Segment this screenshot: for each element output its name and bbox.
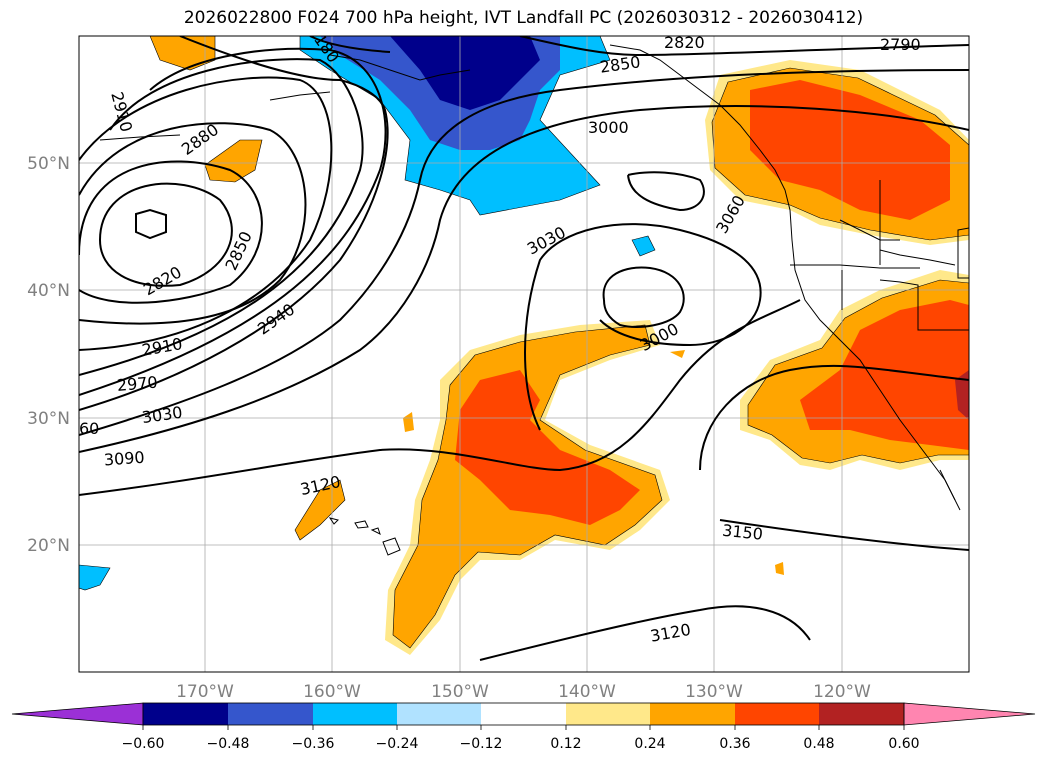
pos-region-se-dark bbox=[955, 370, 969, 420]
contour-label: 3090 bbox=[103, 448, 145, 470]
colorbar-tick-label: 0.24 bbox=[634, 736, 665, 752]
colorbar-cell bbox=[650, 703, 735, 725]
pos-region-nw-blob2 bbox=[204, 139, 263, 183]
colorbar-cell bbox=[735, 703, 819, 725]
lat-tick-label: 20°N bbox=[27, 536, 70, 556]
colorbar-extend-high bbox=[903, 702, 1036, 726]
plot-frame bbox=[78, 35, 970, 673]
pos-region-mid-island bbox=[294, 479, 346, 541]
lat-tick-label: 40°N bbox=[27, 281, 70, 301]
contour-label: 2910 bbox=[140, 334, 183, 360]
contour-label: 60 bbox=[79, 419, 99, 438]
lat-tick-label: 30°N bbox=[27, 409, 70, 429]
colorbar-tick-label: 0.12 bbox=[550, 736, 581, 752]
contour-label: 3030 bbox=[141, 403, 184, 427]
contour-label: 3000 bbox=[588, 118, 629, 137]
neg-region-small bbox=[631, 235, 656, 257]
coastlines bbox=[99, 44, 969, 511]
lon-tick-label: 120°W bbox=[813, 682, 871, 702]
colorbar-cell bbox=[228, 703, 313, 725]
pos-region-small2 bbox=[670, 350, 685, 358]
colorbar-cell bbox=[566, 703, 650, 725]
longitude-labels: 170°W 160°W 150°W 140°W 130°W 120°W bbox=[176, 682, 871, 702]
pos-region-central-red bbox=[455, 370, 640, 525]
contour-label: 2970 bbox=[116, 372, 158, 394]
contour-label: 2790 bbox=[880, 35, 921, 54]
contour-label: 2820 bbox=[140, 262, 185, 299]
lon-tick-label: 160°W bbox=[303, 682, 361, 702]
colorbar-cell bbox=[143, 703, 228, 725]
contour-label: 3120 bbox=[649, 620, 692, 646]
height-contours bbox=[79, 36, 969, 661]
contour-label: 3060 bbox=[712, 192, 749, 237]
colorbar-cell bbox=[397, 703, 481, 725]
colorbar-cell bbox=[313, 703, 397, 725]
contour-label: 2820 bbox=[664, 33, 705, 52]
colorbar-extend-low bbox=[11, 702, 144, 726]
colorbar-tick-label: −0.24 bbox=[376, 736, 419, 752]
pos-region-nw-blob1 bbox=[149, 36, 216, 71]
colorbar-tick-label: 0.48 bbox=[803, 736, 834, 752]
colorbar-frame bbox=[142, 702, 905, 726]
hawaii-islands bbox=[328, 517, 401, 556]
lon-tick-label: 150°W bbox=[431, 682, 489, 702]
colorbar-cell bbox=[819, 703, 904, 725]
colorbar-tick-label: 0.36 bbox=[719, 736, 750, 752]
neg-region-dark bbox=[390, 36, 540, 110]
colorbar-tick-label: −0.36 bbox=[292, 736, 335, 752]
neg-region-west bbox=[79, 564, 111, 591]
map-title: 2026022800 F024 700 hPa height, IVT Land… bbox=[183, 8, 864, 28]
pos-region-small1 bbox=[403, 412, 414, 432]
pos-region-ne-red bbox=[750, 80, 950, 220]
lon-tick-label: 170°W bbox=[176, 682, 234, 702]
colorbar-cell bbox=[481, 703, 566, 725]
lon-tick-label: 140°W bbox=[558, 682, 616, 702]
colorbar: −0.60 −0.48 −0.36 −0.24 −0.12 0.12 0.24 … bbox=[11, 702, 1036, 752]
colorbar-tick-label: −0.12 bbox=[460, 736, 503, 752]
lat-tick-label: 50°N bbox=[27, 154, 70, 174]
colorbar-tick-label: −0.60 bbox=[122, 736, 165, 752]
pos-region-small3 bbox=[775, 562, 784, 575]
contour-label: 3150 bbox=[721, 521, 763, 544]
latitude-labels: 50°N 40°N 30°N 20°N bbox=[27, 154, 70, 556]
colorbar-tick-label: −0.48 bbox=[207, 736, 250, 752]
colorbar-tick-label: 0.60 bbox=[888, 736, 919, 752]
lon-tick-label: 130°W bbox=[685, 682, 743, 702]
